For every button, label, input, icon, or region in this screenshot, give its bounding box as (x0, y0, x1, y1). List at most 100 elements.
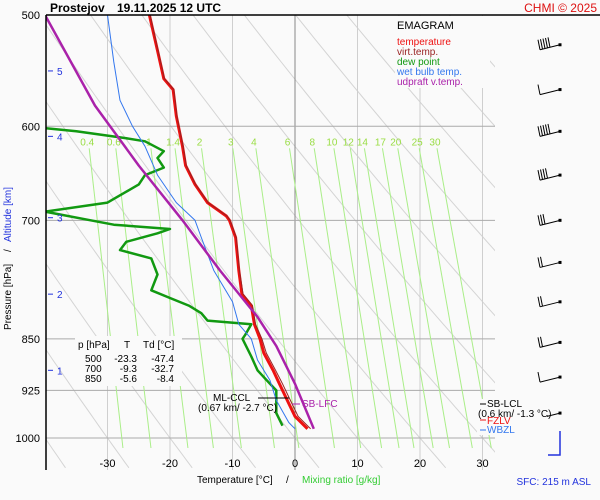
data-table: p [hPa] T Td [°C] 500 -23.3 -47.4 700 -9… (75, 336, 182, 386)
y-tick-label: 850 (22, 334, 40, 346)
barb-flag (540, 214, 543, 225)
mixing-ratio-label: 10 (326, 137, 338, 148)
barb-flag (537, 84, 541, 95)
dry-adiabat (192, 15, 495, 384)
y-axis-label: Pressure [hPa] (3, 264, 14, 330)
barb-staff (539, 219, 561, 226)
barb-station (558, 129, 562, 133)
x-tick-label: -30 (100, 458, 116, 470)
mixing-ratio-line (436, 148, 492, 449)
legend: EMAGRAM temperature virt.temp. dew point… (395, 16, 490, 88)
barb-flag (540, 169, 543, 180)
dry-adiabat (46, 100, 320, 469)
x-tick-label: -10 (225, 458, 241, 470)
barb-flag (540, 336, 543, 347)
ml-ccl-label: ML-CCL (213, 393, 251, 404)
barb-flag (537, 170, 541, 181)
barb-staff (539, 301, 561, 308)
wind-barb (537, 168, 562, 181)
mixing-ratio-line (201, 148, 242, 449)
x-axis-label: Temperature [°C] (197, 475, 273, 486)
wind-barb (537, 84, 562, 96)
barb-flag (547, 123, 551, 135)
legend-title: EMAGRAM (397, 20, 454, 32)
wind-barb (537, 214, 562, 226)
barb-flag (542, 125, 546, 136)
barb-flag (542, 168, 546, 180)
y-tick-label: 500 (22, 10, 40, 22)
mixing-ratio-line (363, 148, 415, 449)
mixing-ratio-label: 0.4 (80, 137, 94, 148)
y-axis-separator: / (3, 249, 14, 252)
wind-barb (537, 296, 562, 308)
barb-staff (539, 376, 561, 383)
barb-station (558, 43, 562, 47)
barb-flag (537, 215, 541, 226)
mixing-ratio-lines: 0.4 0.6 1 1.4 2 3 4 6 8 10 12 14 17 20 25 30 (80, 137, 492, 449)
mixing-ratio-label: 25 (412, 137, 424, 148)
mixing-ratio-line (397, 148, 451, 449)
mixing-ratio-label: 14 (357, 137, 369, 148)
legend-temperature: temperature (397, 37, 451, 48)
fzl-label: FZLV (487, 416, 511, 427)
barb-flag (545, 168, 548, 179)
legend-updraft: udpraft v.temp. (397, 77, 463, 88)
x-tick-label: -20 (162, 458, 178, 470)
dry-adiabat (89, 15, 447, 469)
barb-flag (540, 256, 543, 267)
mixing-ratio-label: 12 (343, 137, 355, 148)
wind-barbs (537, 37, 562, 456)
mixing-ratio-line (255, 148, 300, 449)
altitude-tick-label: 4 (57, 132, 63, 143)
profile-series (46, 15, 315, 430)
barb-station (558, 173, 562, 177)
y-tick-label: 1000 (16, 433, 40, 445)
x-tick-label: 30 (476, 458, 488, 470)
x-tick-label: 20 (414, 458, 426, 470)
dry-adiabat (46, 180, 256, 469)
mixing-ratio-label: 0.6 (107, 137, 121, 148)
legend-virt-temp: virt.temp. (397, 47, 438, 58)
y-tick-label: 700 (22, 215, 40, 227)
barb-flag (537, 257, 541, 268)
levels-annotation: SB-LCL (0.6 km/ -1.3 °C) FZLV WBZL (477, 399, 551, 436)
barb-flag (540, 39, 543, 50)
barb-flag (542, 38, 546, 49)
series-virt-temp (149, 15, 311, 430)
wind-barb (537, 336, 562, 348)
mixing-ratio-line (289, 148, 335, 449)
barb-flag (540, 125, 543, 136)
barb-flag (540, 296, 543, 307)
dry-adiabat (141, 15, 495, 453)
y-axis-label-2: Altitude [km] (3, 187, 14, 242)
barb-flag (545, 37, 548, 49)
dry-adiabat (0, 0, 2, 468)
barb-station (558, 375, 562, 379)
x-axis-label-2: Mixing ratio [g/kg] (302, 475, 381, 486)
barb-flag (545, 124, 548, 135)
barb-flag (547, 37, 551, 48)
mixing-ratio-label: 3 (228, 137, 234, 148)
mixing-ratio-line (349, 148, 400, 449)
mixing-ratio-label: 30 (429, 137, 441, 148)
mixing-ratio-line (174, 148, 214, 449)
barb-station (558, 411, 562, 415)
wind-barb (537, 37, 562, 51)
mixing-ratio-label: 8 (309, 137, 315, 148)
barb-flag (542, 214, 546, 225)
dry-adiabat (46, 262, 193, 469)
dry-adiabat (346, 15, 495, 189)
wbzl-label: WBZL (487, 425, 515, 436)
x-tick-label: 10 (351, 458, 363, 470)
mixing-ratio-line (418, 148, 473, 449)
barb-station (558, 340, 562, 344)
barb-flag (537, 337, 541, 348)
table-cell: 500 (85, 354, 102, 365)
altitude-tick-label: 2 (57, 290, 63, 301)
barb-staff (539, 89, 561, 96)
sb-lcl-value: (0.6 km/ -1.3 °C) (478, 409, 551, 420)
barb-flag (537, 39, 541, 50)
station-title: Prostejov (50, 1, 105, 15)
